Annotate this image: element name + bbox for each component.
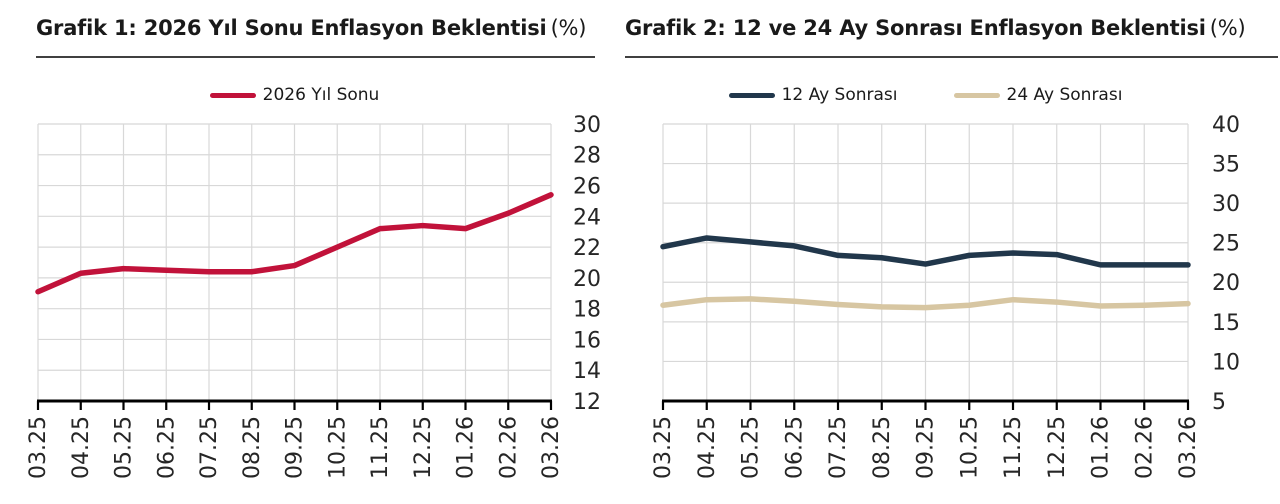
x-tick-label: 12.25 — [411, 416, 436, 479]
chart-svg: 5 10 15 20 25 30 35 40 03.25 04.25 05.25 06.25 07.25… — [651, 113, 1240, 479]
x-tick-label: 06.25 — [154, 416, 179, 479]
x-tick-label: 05.25 — [739, 416, 764, 479]
y-tick-label: 26 — [573, 174, 601, 199]
chart-title: Grafik 2: 12 ve 24 Ay Sonrası Enflasyon … — [625, 12, 1278, 44]
y-tick-label: 24 — [573, 205, 601, 230]
line-chart-grafik-2: 5 10 15 20 25 30 35 40 03.25 04.25 05.25 06.25 07.25… — [625, 112, 1278, 492]
x-tick-label: 07.25 — [197, 416, 222, 479]
line-chart-grafik-1: 12 14 16 18 20 22 24 26 28 30 03.25 04.25 05.25 06.25… — [26, 112, 601, 492]
gridlines — [662, 123, 1189, 402]
y-tick-label: 20 — [1212, 271, 1240, 296]
gridlines — [37, 123, 552, 402]
x-tick-label: 02.26 — [496, 416, 521, 479]
x-tick-label: 09.25 — [914, 416, 939, 479]
y-tick-label: 35 — [1212, 152, 1240, 177]
x-tick-label: 03.25 — [26, 416, 51, 479]
x-tick-label: 06.25 — [782, 416, 807, 479]
x-tick-label: 03.26 — [539, 416, 564, 479]
chart-block-grafik-2: Grafik 2: 12 ve 24 Ay Sonrası Enflasyon … — [625, 12, 1278, 502]
x-tick-label: 07.25 — [826, 416, 851, 479]
series-line — [660, 235, 1191, 268]
legend: 2026 Yıl Sonu — [38, 82, 551, 108]
series-line — [660, 296, 1191, 311]
x-tick-label: 02.26 — [1132, 416, 1157, 479]
legend-label: 2026 Yıl Sonu — [262, 85, 380, 105]
legend-line-marker — [953, 92, 1000, 98]
y-tick-label: 16 — [573, 328, 601, 353]
x-tick-label: 01.26 — [454, 416, 479, 479]
y-tick-label: 20 — [573, 267, 601, 292]
x-tick-label: 04.25 — [695, 416, 720, 479]
legend-item: 2026 Yıl Sonu — [209, 85, 380, 105]
chart-title-unit: (%) — [550, 16, 587, 40]
x-tick-label: 05.25 — [112, 416, 137, 479]
legend-line-marker — [728, 92, 775, 98]
x-tick-label: 09.25 — [283, 416, 308, 479]
y-tick-label: 5 — [1212, 390, 1226, 415]
legend-label: 24 Ay Sonrası — [1006, 85, 1123, 105]
y-tick-label: 40 — [1212, 113, 1240, 138]
x-tick-label: 01.26 — [1089, 416, 1114, 479]
y-tick-label: 30 — [1212, 192, 1240, 217]
legend-item: 24 Ay Sonrası — [953, 85, 1123, 105]
x-tick-label: 03.26 — [1176, 416, 1201, 479]
y-tick-label: 12 — [573, 390, 601, 415]
title-divider — [625, 56, 1278, 58]
y-tick-label: 10 — [1212, 350, 1240, 375]
chart-title: Grafik 1: 2026 Yıl Sonu Enflasyon Beklen… — [36, 12, 595, 44]
chart-svg: 12 14 16 18 20 22 24 26 28 30 03.25 04.25 05.25 06.25… — [26, 113, 601, 479]
legend-label: 12 Ay Sonrası — [781, 85, 898, 105]
y-tick-label: 28 — [573, 144, 601, 169]
chart-title-unit: (%) — [1209, 16, 1246, 40]
x-axis-ticks — [36, 401, 553, 410]
y-tick-label: 25 — [1212, 232, 1240, 257]
x-tick-label: 08.25 — [240, 416, 265, 479]
x-tick-label: 10.25 — [325, 416, 350, 479]
title-divider — [36, 56, 595, 58]
y-tick-label: 18 — [573, 298, 601, 323]
chart-block-grafik-1: Grafik 1: 2026 Yıl Sonu Enflasyon Beklen… — [26, 12, 601, 502]
x-tick-label: 08.25 — [870, 416, 895, 479]
chart-title-text: Grafik 2: 12 ve 24 Ay Sonrası Enflasyon … — [625, 16, 1206, 40]
chart-title-text: Grafik 1: 2026 Yıl Sonu Enflasyon Beklen… — [36, 16, 547, 40]
x-axis-ticks — [661, 401, 1190, 410]
y-tick-label: 14 — [573, 359, 601, 384]
y-tick-label: 15 — [1212, 311, 1240, 336]
x-tick-label: 11.25 — [368, 416, 393, 479]
legend: 12 Ay Sonrası 24 Ay Sonrası — [663, 82, 1188, 108]
x-tick-label: 12.25 — [1045, 416, 1070, 479]
x-tick-label: 04.25 — [69, 416, 94, 479]
y-tick-label: 30 — [573, 113, 601, 138]
x-tick-label: 03.25 — [651, 416, 676, 479]
x-tick-label: 11.25 — [1001, 416, 1026, 479]
x-tick-label: 10.25 — [957, 416, 982, 479]
y-tick-label: 22 — [573, 236, 601, 261]
series-line — [35, 192, 554, 295]
legend-item: 12 Ay Sonrası — [728, 85, 898, 105]
legend-line-marker — [209, 92, 256, 98]
